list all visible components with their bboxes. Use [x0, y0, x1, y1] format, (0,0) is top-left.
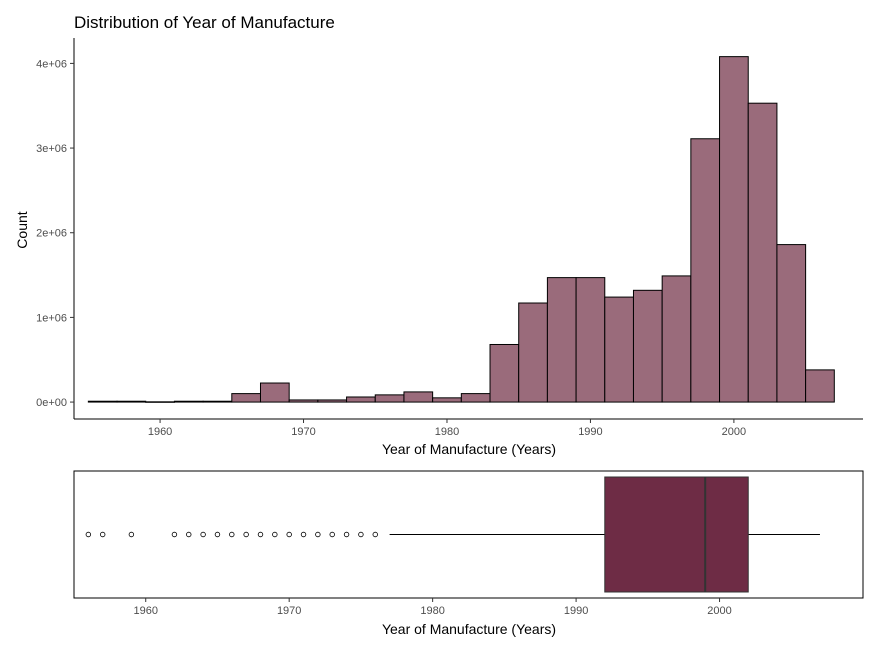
boxplot-panel: 1960 1970 1980 1990 2000	[73, 470, 864, 617]
histogram-bar-1966	[231, 393, 261, 403]
histogram-bar-1976	[374, 394, 405, 403]
histogram-bar-1972	[317, 399, 348, 403]
boxplot-x-axis-title: Year of Manufacture (Years)	[382, 621, 556, 637]
boxplot-outlier-1962	[171, 531, 178, 538]
histogram-x-tick-label-1960: 1960	[148, 426, 172, 438]
boxplot-outlier-1970	[286, 531, 292, 538]
histogram-bar-2004	[776, 244, 807, 403]
histogram-bar-1990	[575, 277, 606, 403]
boxplot-x-tick-label-1970: 1970	[277, 605, 301, 617]
histogram-bar-2000	[719, 56, 749, 403]
histogram-bar-1958	[116, 400, 147, 403]
histogram-y-tick-label-0: 0e+00	[36, 397, 67, 409]
boxplot-outlier-1972	[315, 531, 321, 538]
histogram-x-tick-label-1980: 1980	[435, 426, 459, 438]
histogram-bar-1968	[259, 382, 290, 403]
histogram-bar-1964	[202, 400, 233, 403]
boxplot-x-tick-label-1990: 1990	[564, 605, 588, 617]
histogram-bar-1956	[87, 400, 118, 403]
histogram-bar-1988	[546, 277, 577, 403]
boxplot-outlier-1968	[257, 531, 264, 538]
histogram-bar-1982	[460, 393, 491, 403]
histogram-bar-2006	[805, 369, 835, 403]
histogram-y-tick-label-1: 1e+06	[36, 312, 67, 324]
histogram-bar-1962	[173, 400, 204, 403]
histogram-bar-1980	[432, 397, 462, 403]
boxplot-outlier-1956	[85, 531, 92, 538]
histogram-bar-1960	[145, 401, 175, 403]
boxplot-x-tick-label-1980: 1980	[420, 605, 444, 617]
histogram-x-tick-label-1970: 1970	[291, 426, 315, 438]
histogram-x-tick-label-1990: 1990	[578, 426, 602, 438]
histogram-y-tick-label-4: 4e+06	[36, 58, 67, 70]
boxplot-outlier-1971	[300, 531, 307, 538]
histogram-bar-1998	[690, 138, 721, 403]
boxplot-outlier-1975	[358, 531, 364, 538]
boxplot-outlier-1966	[229, 531, 235, 538]
boxplot-box	[604, 476, 749, 593]
histogram-bar-1992	[604, 296, 634, 403]
boxplot-x-tick-label-2000: 2000	[707, 605, 731, 617]
boxplot-outlier-1969	[272, 531, 278, 538]
histogram-bar-1994	[632, 289, 663, 403]
histogram-x-tick-label-2000: 2000	[722, 426, 746, 438]
boxplot-outlier-1976	[372, 531, 378, 538]
histogram-y-axis-title: Count	[14, 211, 30, 248]
boxplot-x-tick-label-1960: 1960	[133, 605, 157, 617]
boxplot-outlier-1963	[186, 531, 192, 538]
histogram-bar-1970	[288, 399, 319, 403]
boxplot-outlier-1964	[200, 531, 206, 538]
histogram-bar-1984	[489, 343, 520, 403]
chart-title: Distribution of Year of Manufacture	[74, 13, 335, 32]
boxplot-outlier-1957	[99, 531, 106, 538]
boxplot-outlier-1974	[343, 531, 350, 538]
histogram-x-axis-title: Year of Manufacture (Years)	[382, 441, 556, 457]
histogram-y-tick-label-3: 3e+06	[36, 143, 67, 155]
histogram-bar-1974	[346, 396, 376, 403]
boxplot-outlier-1967	[243, 531, 249, 538]
boxplot-frame	[73, 470, 864, 599]
histogram-bar-1986	[518, 302, 548, 403]
histogram-y-tick-label-2: 2e+06	[36, 228, 67, 240]
histogram-bar-2002	[747, 102, 778, 403]
histogram-bar-1978	[403, 391, 434, 403]
boxplot-outlier-1959	[128, 531, 135, 538]
boxplot-outlier-1965	[214, 531, 221, 538]
histogram-panel: 1960 1970 1980 1990 2000 0e+00 1e+06 2e+06 3e+06…	[36, 38, 863, 438]
histogram-bar-1996	[661, 275, 692, 403]
boxplot-outlier-1973	[329, 531, 335, 538]
